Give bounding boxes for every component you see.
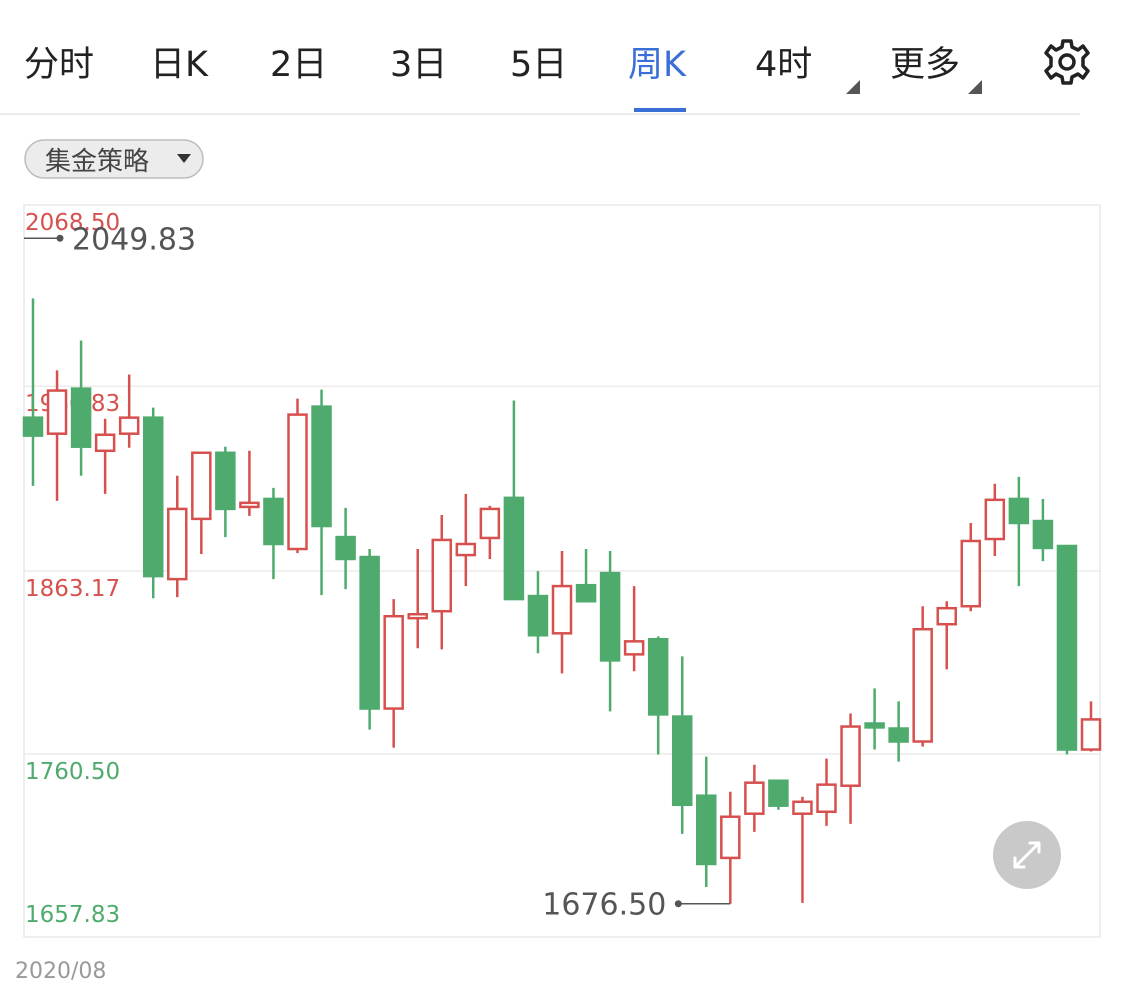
candle-body xyxy=(768,779,789,807)
annotation-dot xyxy=(674,900,682,908)
dropdown-triangle xyxy=(846,80,860,94)
candle-body xyxy=(359,555,380,710)
max-annotation: 2049.83 xyxy=(72,222,196,257)
x-tick-label: 2020/08 xyxy=(15,959,106,984)
candle-body xyxy=(1080,718,1102,751)
candle-body xyxy=(118,416,140,435)
candle-body xyxy=(70,387,92,448)
tab[interactable]: 日K xyxy=(150,45,209,85)
candle-body xyxy=(167,507,188,581)
candle-body xyxy=(792,800,813,815)
candle-body xyxy=(335,535,356,561)
candle-body xyxy=(503,496,525,601)
candle-body xyxy=(1032,519,1054,550)
candle-body xyxy=(383,614,404,710)
candle-body xyxy=(1008,497,1030,525)
candle-body xyxy=(960,539,982,608)
candle-body xyxy=(287,413,308,551)
candle-body xyxy=(696,794,717,866)
candle-body xyxy=(311,405,332,528)
candle-body xyxy=(239,501,260,509)
candle-body xyxy=(142,416,164,578)
candle-body xyxy=(647,637,669,716)
candle-body xyxy=(671,715,693,807)
candle-body xyxy=(22,416,44,437)
zoom-button[interactable] xyxy=(993,821,1061,889)
candle-body xyxy=(94,433,116,453)
candle-body xyxy=(431,538,453,613)
dropdown-triangle xyxy=(968,80,982,94)
candle-body xyxy=(720,815,741,860)
y-tick-label: 1863.17 xyxy=(25,576,120,602)
candle-body xyxy=(912,627,933,743)
y-tick-label: 1760.50 xyxy=(25,759,120,785)
candle-body xyxy=(575,583,597,603)
y-tick-label: 1657.83 xyxy=(25,902,120,928)
tab[interactable]: 5日 xyxy=(510,45,567,85)
annotation-dot xyxy=(56,234,64,242)
candle-body xyxy=(263,497,284,546)
plot: 2068.501966.831863.171760.501657.832020/… xyxy=(15,204,1102,984)
candle-body xyxy=(551,584,573,635)
candle-body xyxy=(936,606,957,626)
candle-body xyxy=(527,594,549,637)
settings-icon[interactable] xyxy=(1044,39,1090,85)
candle-body xyxy=(455,542,477,557)
candle-body xyxy=(46,389,68,435)
tab[interactable]: 分时 xyxy=(24,45,94,85)
candle-body xyxy=(407,613,428,620)
tab-underline xyxy=(634,108,686,112)
strategy-button[interactable]: 集金策略 xyxy=(24,139,204,179)
candle-body xyxy=(1056,544,1078,751)
button-label: 集金策略 xyxy=(45,147,149,177)
min-annotation: 1676.50 xyxy=(542,888,666,923)
candle-body xyxy=(744,781,765,815)
candle-body xyxy=(864,722,885,729)
candle-body xyxy=(840,725,861,787)
candle-body xyxy=(888,727,909,743)
tab[interactable]: 2日 xyxy=(270,45,327,85)
candle-body xyxy=(599,571,621,662)
candle-body xyxy=(623,640,645,656)
tab-bar: 分时 日K 2日 3日 5日 周K 4时 更多 xyxy=(24,39,1090,112)
candle-body xyxy=(215,451,236,511)
candle-body xyxy=(191,451,212,521)
tab[interactable]: 3日 xyxy=(390,45,447,85)
candle-body xyxy=(816,783,837,813)
tab-active[interactable]: 周K xyxy=(628,45,687,85)
candle-body xyxy=(479,507,501,540)
tab[interactable]: 4时 xyxy=(755,45,812,85)
candle-body xyxy=(984,498,1006,541)
y-tick-label: 2068.50 xyxy=(25,210,120,236)
tab[interactable]: 更多 xyxy=(890,45,960,85)
